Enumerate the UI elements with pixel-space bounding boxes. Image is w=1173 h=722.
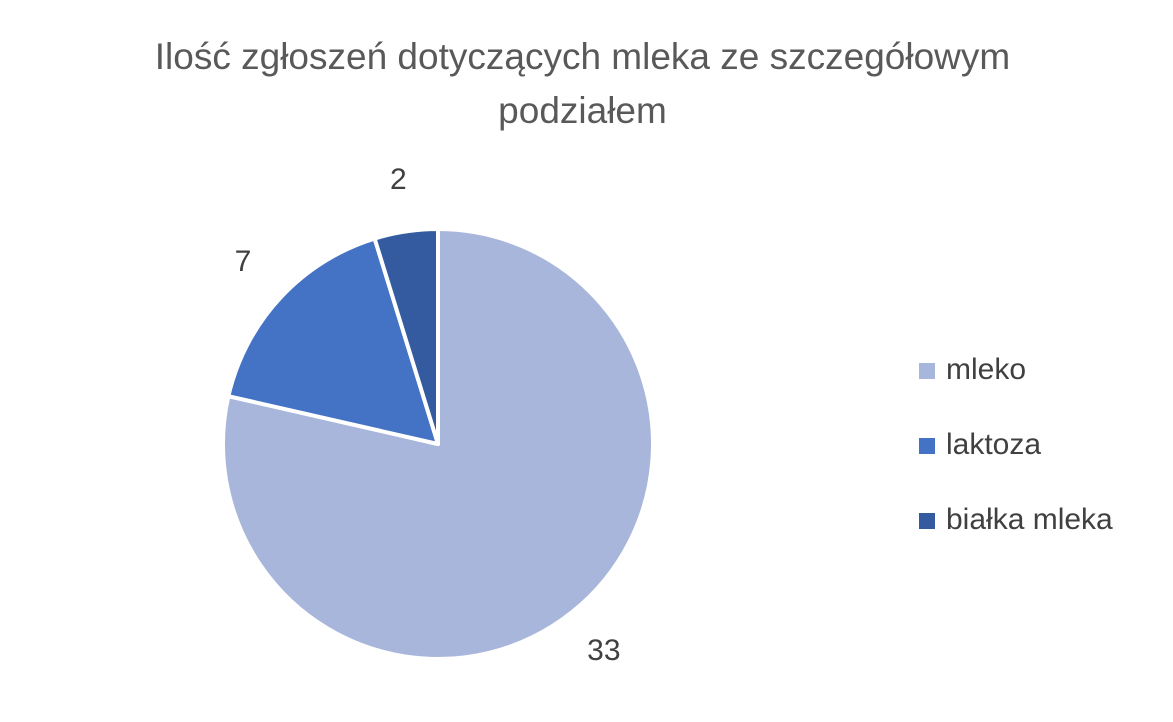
chart-title: Ilość zgłoszeń dotyczących mleka ze szcz… bbox=[154, 36, 1011, 131]
legend-label: laktoza bbox=[946, 428, 1041, 461]
data-label: 7 bbox=[235, 245, 252, 278]
legend-label: białka mleka bbox=[946, 503, 1113, 536]
legend-label: mleko bbox=[946, 353, 1026, 386]
legend-swatch bbox=[919, 438, 935, 454]
pie-slice bbox=[372, 227, 440, 446]
legend-swatch bbox=[919, 363, 935, 379]
pie-slice bbox=[226, 236, 440, 446]
data-label: 33 bbox=[587, 634, 620, 667]
pie-slice bbox=[221, 227, 655, 661]
legend-swatch bbox=[919, 513, 935, 529]
data-label: 2 bbox=[390, 163, 407, 196]
